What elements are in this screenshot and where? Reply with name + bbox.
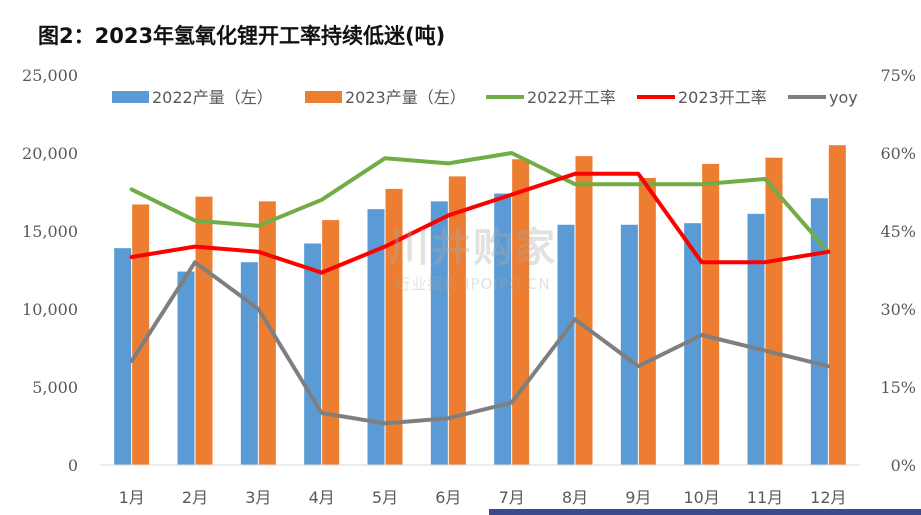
x-axis-tick-label: 2月 bbox=[182, 488, 208, 507]
legend-label: 2023开工率 bbox=[678, 88, 767, 107]
bar-2022-7 bbox=[494, 193, 512, 465]
bar-2023-12 bbox=[828, 145, 846, 465]
right-axis-tick-label: 60% bbox=[880, 144, 916, 163]
bar-2022-9 bbox=[620, 224, 638, 465]
right-axis-tick-label: 45% bbox=[880, 222, 916, 241]
right-axis-tick-label: 30% bbox=[880, 300, 916, 319]
page-footer-bar bbox=[489, 509, 921, 515]
bar-2023-2 bbox=[195, 196, 213, 465]
x-axis-tick-label: 8月 bbox=[562, 488, 588, 507]
watermark-url: 行业报告 IPOIPO.CN bbox=[395, 275, 551, 293]
x-axis-tick-label: 10月 bbox=[683, 488, 719, 507]
bar-2022-2 bbox=[177, 271, 195, 465]
bar-2023-3 bbox=[258, 201, 276, 466]
bar-2022-3 bbox=[240, 262, 258, 465]
bar-2023-7 bbox=[512, 159, 530, 466]
lines bbox=[129, 151, 831, 426]
legend-swatch bbox=[305, 91, 342, 103]
line-2023-series bbox=[129, 171, 831, 275]
bar-2022-10 bbox=[684, 223, 702, 465]
bars bbox=[114, 145, 846, 466]
line-2022-series bbox=[129, 151, 831, 254]
x-axis-tick-label: 7月 bbox=[499, 488, 525, 507]
x-axis-tick-label: 4月 bbox=[309, 488, 335, 507]
legend-label: 2023产量（左） bbox=[345, 88, 466, 107]
left-axis-tick-label: 0 bbox=[68, 456, 78, 475]
right-axis-tick-label: 75% bbox=[880, 66, 916, 85]
left-axis: 0 5,000 10,000 15,000 20,000 25,000 bbox=[22, 66, 78, 475]
bar-2022-8 bbox=[557, 224, 575, 465]
x-axis-tick-label: 9月 bbox=[625, 488, 651, 507]
bar-2023-4 bbox=[322, 220, 340, 465]
bar-2023-8 bbox=[575, 156, 593, 465]
bar-2022-12 bbox=[810, 198, 828, 466]
left-axis-tick-label: 5,000 bbox=[32, 378, 78, 397]
bar-2023-9 bbox=[638, 177, 656, 465]
right-axis: 0% 15% 30% 45% 60% 75% bbox=[880, 66, 916, 475]
left-axis-tick-label: 10,000 bbox=[22, 300, 78, 319]
bar-2023-5 bbox=[385, 188, 403, 465]
line-yoy-series bbox=[129, 260, 831, 426]
bar-2022-1 bbox=[114, 248, 132, 465]
left-axis-tick-label: 25,000 bbox=[22, 66, 78, 85]
bar-2022-4 bbox=[304, 243, 322, 465]
bar-2023-1 bbox=[132, 204, 150, 466]
x-axis: 1月 2月 3月 4月 5月 6月 7月 8月 9月 10月 11月 12月 bbox=[119, 488, 847, 507]
bar-2023-11 bbox=[765, 157, 783, 465]
bar-2022-11 bbox=[747, 213, 765, 465]
right-axis-tick-label: 15% bbox=[880, 378, 916, 397]
chart-title: 图2：2023年氢氧化锂开工率持续低迷(吨) bbox=[38, 24, 446, 48]
legend-label: 2022开工率 bbox=[527, 88, 616, 107]
x-axis-tick-label: 5月 bbox=[372, 488, 398, 507]
legend-swatch bbox=[112, 91, 149, 103]
left-axis-tick-label: 20,000 bbox=[22, 144, 78, 163]
bar-2023-6 bbox=[448, 176, 466, 465]
right-axis-tick-label: 0% bbox=[891, 456, 916, 475]
x-axis-tick-label: 11月 bbox=[747, 488, 783, 507]
x-axis-tick-label: 1月 bbox=[119, 488, 145, 507]
x-axis-tick-label: 3月 bbox=[245, 488, 271, 507]
watermark: 川井购家 行业报告 IPOIPO.CN bbox=[358, 215, 588, 294]
x-axis-tick-label: 6月 bbox=[435, 488, 461, 507]
bar-2022-5 bbox=[367, 209, 385, 465]
bar-2023-10 bbox=[702, 163, 720, 466]
x-axis-tick-label: 12月 bbox=[810, 488, 846, 507]
left-axis-tick-label: 15,000 bbox=[22, 222, 78, 241]
legend: 2022产量（左） 2023产量（左） 2022开工率 2023开工率 yoy bbox=[112, 88, 858, 107]
legend-label: yoy bbox=[829, 88, 858, 107]
watermark-logo-text: 川井购家 bbox=[389, 225, 557, 271]
bar-2022-6 bbox=[430, 201, 448, 466]
legend-label: 2022产量（左） bbox=[152, 88, 273, 107]
